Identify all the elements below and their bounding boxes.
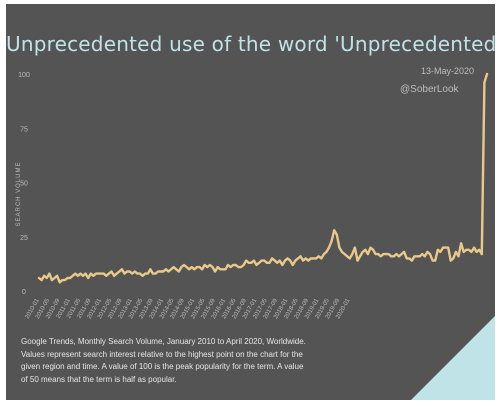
date-label: 13-May-2020 [421, 66, 475, 76]
y-tick-label: 0 [22, 289, 26, 296]
y-tick-label: 75 [20, 126, 28, 133]
y-tick-label: 25 [20, 235, 28, 242]
chart-title: Unprecedented use of the word 'Unprecede… [6, 32, 495, 56]
caption-text: Google Trends, Monthly Search Volume, Ja… [21, 336, 351, 386]
chart-panel: 0 25 50 75 100 SEARCH VOLUME 2010-01 2010-05 201… [6, 4, 495, 400]
corner-accent [411, 316, 495, 400]
series-line [37, 72, 489, 284]
y-tick-label: 100 [18, 72, 30, 79]
y-tick-label: 50 [20, 181, 28, 188]
y-axis-title: SEARCH VOLUME [16, 161, 22, 226]
author-handle: @SoberLook [400, 84, 459, 95]
caption-line: Values represent search interest relativ… [21, 349, 303, 359]
caption-line: given region and time. A value of 100 is… [21, 362, 304, 371]
caption-line: of 50 means that the term is half as pop… [21, 374, 177, 384]
caption-line: Google Trends, Monthly Search Volume, Ja… [21, 337, 306, 346]
